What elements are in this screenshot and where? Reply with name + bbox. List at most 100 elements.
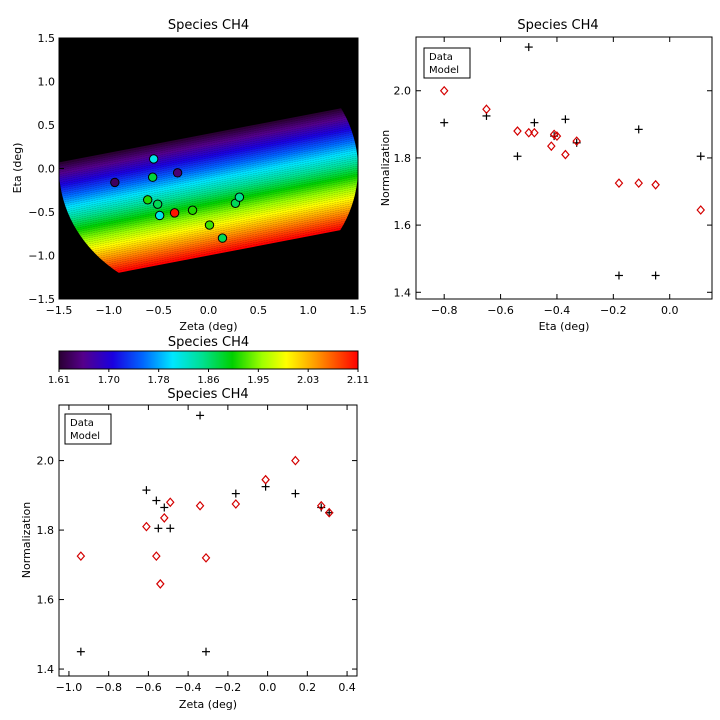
eta-model-point bbox=[547, 141, 556, 152]
map-band bbox=[59, 135, 358, 199]
map-band bbox=[59, 168, 358, 232]
zeta-model-point bbox=[316, 500, 326, 511]
map-title: Species CH4 bbox=[168, 18, 249, 33]
map-band bbox=[59, 184, 358, 248]
map-band bbox=[59, 111, 358, 175]
map-band bbox=[59, 149, 358, 214]
map-gradient-field bbox=[59, 103, 358, 287]
eta-data-point bbox=[614, 271, 623, 280]
map-point bbox=[152, 199, 163, 209]
map-band bbox=[59, 139, 358, 203]
eta-data-point bbox=[651, 271, 660, 280]
zeta-data-point bbox=[202, 647, 211, 656]
map-y-tick-label: −1.5 bbox=[28, 293, 55, 306]
map-point bbox=[217, 233, 228, 243]
eta-data-point bbox=[530, 118, 539, 127]
map-band bbox=[59, 159, 358, 224]
map-points bbox=[110, 154, 245, 243]
map-band bbox=[59, 198, 358, 262]
eta-data-point bbox=[696, 152, 705, 161]
map-point bbox=[204, 220, 215, 230]
map-band bbox=[59, 186, 358, 250]
map-point bbox=[143, 195, 153, 205]
map-band bbox=[59, 163, 358, 228]
map-point bbox=[148, 154, 159, 164]
zeta-data-point bbox=[152, 496, 161, 505]
eta-model-point bbox=[482, 104, 491, 115]
zeta-x-tick-label: −0.2 bbox=[215, 681, 242, 694]
map-band bbox=[59, 145, 358, 209]
zeta-y-tick-label: 1.8 bbox=[37, 524, 55, 537]
eta-model-point bbox=[572, 136, 581, 147]
map-band bbox=[59, 202, 358, 266]
map-band bbox=[59, 157, 358, 222]
zeta-data-marks bbox=[76, 411, 334, 656]
map-band bbox=[59, 204, 358, 268]
map-band bbox=[59, 176, 358, 240]
map-point bbox=[187, 205, 198, 215]
zeta-model-point bbox=[261, 474, 270, 485]
zeta-frame bbox=[58, 404, 358, 677]
map-band bbox=[59, 151, 358, 216]
map-band bbox=[59, 178, 358, 242]
map-panel: Species CH4 −1.5 −1.0 −0.5 0.0 0.5 1.0 1.5 −1.… bbox=[11, 18, 367, 333]
eta-x-tick-label: −0.2 bbox=[600, 304, 627, 317]
map-band bbox=[59, 208, 358, 272]
eta-x-tick-label: 0.0 bbox=[661, 304, 679, 317]
map-band bbox=[59, 137, 358, 201]
zeta-legend-model: Model bbox=[70, 431, 100, 442]
zeta-data-point bbox=[325, 508, 334, 517]
map-band bbox=[59, 216, 358, 281]
map-x-tick-label: −1.5 bbox=[46, 304, 73, 317]
colorbar-tick-label: 1.86 bbox=[197, 375, 219, 386]
eta-legend-model: Model bbox=[429, 65, 459, 76]
eta-model-point bbox=[524, 127, 534, 138]
map-band bbox=[59, 218, 358, 283]
zeta-model-point bbox=[165, 497, 175, 508]
map-band bbox=[59, 153, 358, 218]
eta-x-axis: −0.8 −0.6 −0.4 −0.2 0.0 bbox=[431, 37, 679, 317]
eta-panel: Species CH4 Data Model −0.8 −0.6 −0.4 −0.2 0… bbox=[379, 18, 713, 333]
eta-model-point bbox=[634, 178, 644, 189]
map-band bbox=[59, 143, 358, 207]
colorbar: Species CH4 1.61 1.70 1.78 1.86 1.95 2.03 2.11 bbox=[48, 335, 369, 386]
colorbar-tick-label: 2.03 bbox=[297, 375, 319, 386]
map-x-tick-label: −0.5 bbox=[145, 304, 172, 317]
zeta-data-point bbox=[76, 647, 85, 656]
eta-model-point bbox=[552, 131, 562, 142]
map-point bbox=[154, 210, 165, 221]
map-band bbox=[59, 107, 358, 171]
map-band bbox=[59, 119, 358, 183]
eta-x-tick-label: −0.8 bbox=[431, 304, 458, 317]
eta-x-tick-label: −0.4 bbox=[544, 304, 571, 317]
eta-frame bbox=[415, 36, 713, 300]
colorbar-gradient bbox=[58, 350, 359, 370]
zeta-data-point bbox=[166, 524, 175, 533]
eta-data-marks bbox=[439, 43, 706, 280]
eta-model-point bbox=[530, 127, 539, 138]
eta-model-point bbox=[513, 126, 522, 136]
zeta-y-label: Normalization bbox=[20, 502, 33, 578]
map-y-tick-label: 1.5 bbox=[38, 32, 56, 45]
eta-y-axis: 1.4 1.6 1.8 2.0 bbox=[394, 85, 712, 299]
map-y-tick-label: 0.5 bbox=[38, 119, 56, 132]
map-y-axis: −1.5 −1.0 −0.5 0.0 0.5 1.0 1.5 bbox=[28, 32, 64, 306]
map-y-tick-label: −1.0 bbox=[28, 250, 55, 263]
eta-legend-data: Data bbox=[429, 52, 453, 63]
eta-y-tick-label: 1.6 bbox=[394, 219, 412, 232]
map-band bbox=[59, 220, 358, 285]
colorbar-tick-label: 1.78 bbox=[148, 375, 170, 386]
eta-data-point bbox=[513, 152, 522, 161]
colorbar-ticks: 1.61 1.70 1.78 1.86 1.95 2.03 2.11 bbox=[48, 369, 369, 386]
eta-data-point bbox=[524, 43, 533, 52]
map-band bbox=[59, 103, 358, 167]
zeta-data-point bbox=[196, 411, 205, 420]
zeta-legend-data: Data bbox=[70, 418, 94, 429]
map-y-tick-label: −0.5 bbox=[28, 206, 55, 219]
map-band bbox=[59, 200, 358, 264]
zeta-y-axis: 1.4 1.6 1.8 2.0 bbox=[37, 455, 357, 676]
eta-legend: Data Model bbox=[423, 47, 471, 79]
eta-data-point bbox=[634, 125, 643, 134]
zeta-x-tick-label: 0.0 bbox=[259, 681, 277, 694]
eta-model-point bbox=[439, 85, 449, 96]
